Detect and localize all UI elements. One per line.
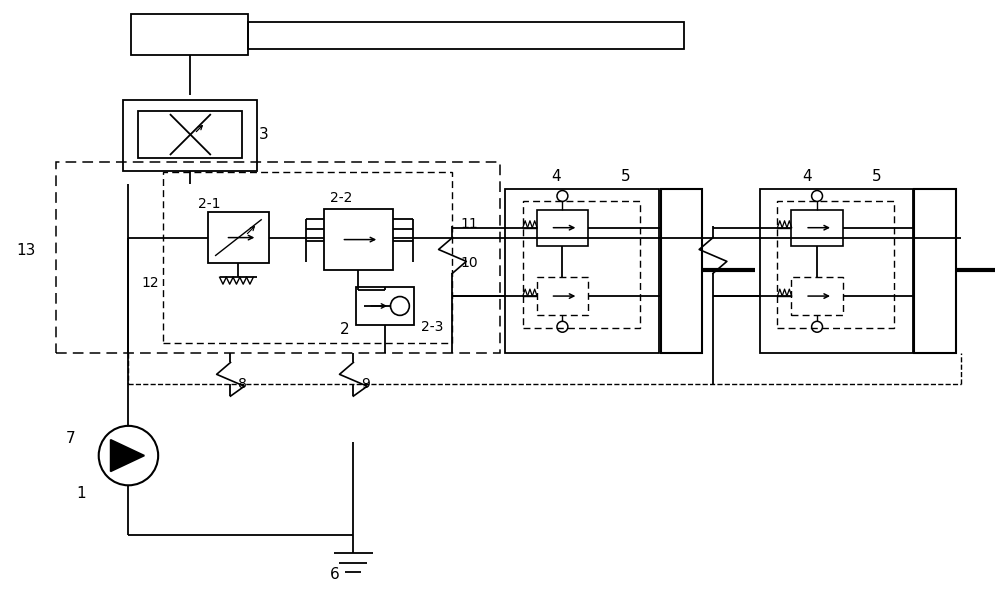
- Bar: [505, 189, 659, 353]
- Bar: [791, 277, 843, 315]
- Text: 2-2: 2-2: [330, 191, 352, 205]
- Text: 6: 6: [330, 567, 339, 582]
- Text: 4: 4: [552, 169, 561, 184]
- Text: 2-1: 2-1: [198, 197, 220, 211]
- Polygon shape: [111, 440, 144, 471]
- Bar: [661, 189, 702, 353]
- Bar: [523, 201, 640, 328]
- Text: 5: 5: [872, 169, 881, 184]
- Bar: [248, 22, 684, 50]
- Bar: [56, 162, 500, 353]
- Text: 11: 11: [460, 217, 478, 231]
- Bar: [138, 111, 242, 159]
- Bar: [356, 287, 414, 325]
- Text: 7: 7: [66, 431, 76, 446]
- Text: 8: 8: [238, 378, 247, 391]
- Text: 13: 13: [16, 243, 36, 258]
- Bar: [208, 212, 269, 263]
- Bar: [791, 210, 843, 246]
- Bar: [123, 100, 257, 171]
- Text: 12: 12: [141, 276, 159, 290]
- Bar: [760, 189, 913, 353]
- Text: 2-3: 2-3: [421, 320, 443, 334]
- Bar: [324, 209, 393, 270]
- Text: 10: 10: [460, 257, 478, 270]
- Text: 2: 2: [339, 322, 349, 337]
- Bar: [537, 210, 588, 246]
- Text: 9: 9: [361, 378, 370, 391]
- Text: 3: 3: [259, 127, 269, 142]
- Bar: [537, 277, 588, 315]
- Bar: [131, 14, 248, 55]
- Text: 4: 4: [802, 169, 812, 184]
- Text: 5: 5: [621, 169, 631, 184]
- Text: 1: 1: [76, 486, 86, 501]
- Bar: [163, 172, 452, 342]
- Bar: [914, 189, 956, 353]
- Bar: [777, 201, 894, 328]
